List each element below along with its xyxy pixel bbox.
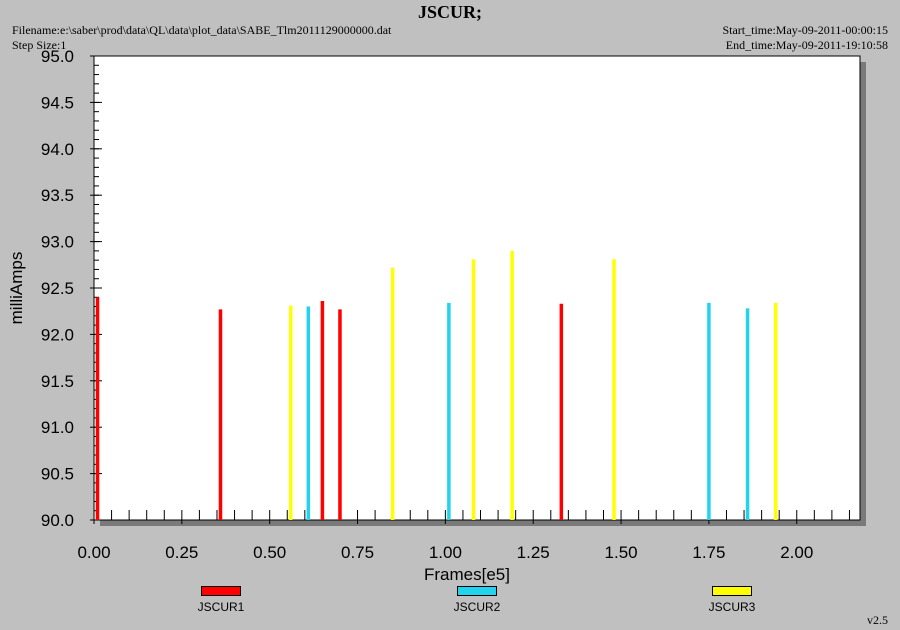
plot-area bbox=[93, 55, 861, 521]
legend-label-jscur3: JSCUR3 bbox=[708, 600, 756, 614]
legend-label-jscur2: JSCUR2 bbox=[453, 600, 501, 614]
y-axis-label: milliAmps bbox=[7, 252, 26, 325]
x-tick-label: 0.50 bbox=[253, 543, 286, 562]
x-tick-label: 1.50 bbox=[605, 543, 638, 562]
legend-label-jscur1: JSCUR1 bbox=[197, 600, 245, 614]
y-tick-label: 91.0 bbox=[41, 418, 74, 437]
y-tick-label: 90.5 bbox=[41, 465, 74, 484]
x-tick-label: 0.00 bbox=[77, 543, 110, 562]
y-tick-label: 94.5 bbox=[41, 93, 74, 112]
legend-item-jscur3: JSCUR3 bbox=[692, 586, 772, 614]
x-tick-label: 1.25 bbox=[517, 543, 550, 562]
step-size-label: Step Size:1 bbox=[12, 38, 67, 52]
filename-label: Filename:e:\saber\prod\data\QL\data\plot… bbox=[12, 23, 392, 37]
chart-title: JSCUR; bbox=[417, 2, 482, 22]
legend-swatch-jscur2 bbox=[457, 586, 497, 596]
y-tick-label: 93.0 bbox=[41, 233, 74, 252]
legend-item-jscur1: JSCUR1 bbox=[181, 586, 261, 614]
y-tick-label: 92.0 bbox=[41, 325, 74, 344]
y-tick-label: 91.5 bbox=[41, 372, 74, 391]
start-time-label: Start_time:May-09-2011-00:00:15 bbox=[722, 23, 888, 37]
legend-item-jscur2: JSCUR2 bbox=[437, 586, 517, 614]
y-tick-label: 93.5 bbox=[41, 186, 74, 205]
x-tick-label: 1.00 bbox=[429, 543, 462, 562]
x-tick-label: 2.00 bbox=[780, 543, 813, 562]
version-label: v2.5 bbox=[867, 613, 888, 627]
y-tick-label: 92.5 bbox=[41, 279, 74, 298]
y-tick-label: 95.0 bbox=[41, 47, 74, 66]
x-axis-label: Frames[e5] bbox=[424, 565, 510, 584]
legend-swatch-jscur1 bbox=[201, 586, 241, 596]
x-tick-label: 0.75 bbox=[341, 543, 374, 562]
end-time-label: End_time:May-09-2011-19:10:58 bbox=[725, 38, 888, 52]
x-tick-label: 1.75 bbox=[692, 543, 725, 562]
y-tick-label: 90.0 bbox=[41, 511, 74, 530]
y-tick-label: 94.0 bbox=[41, 140, 74, 159]
legend-swatch-jscur3 bbox=[712, 586, 752, 596]
x-tick-label: 0.25 bbox=[165, 543, 198, 562]
